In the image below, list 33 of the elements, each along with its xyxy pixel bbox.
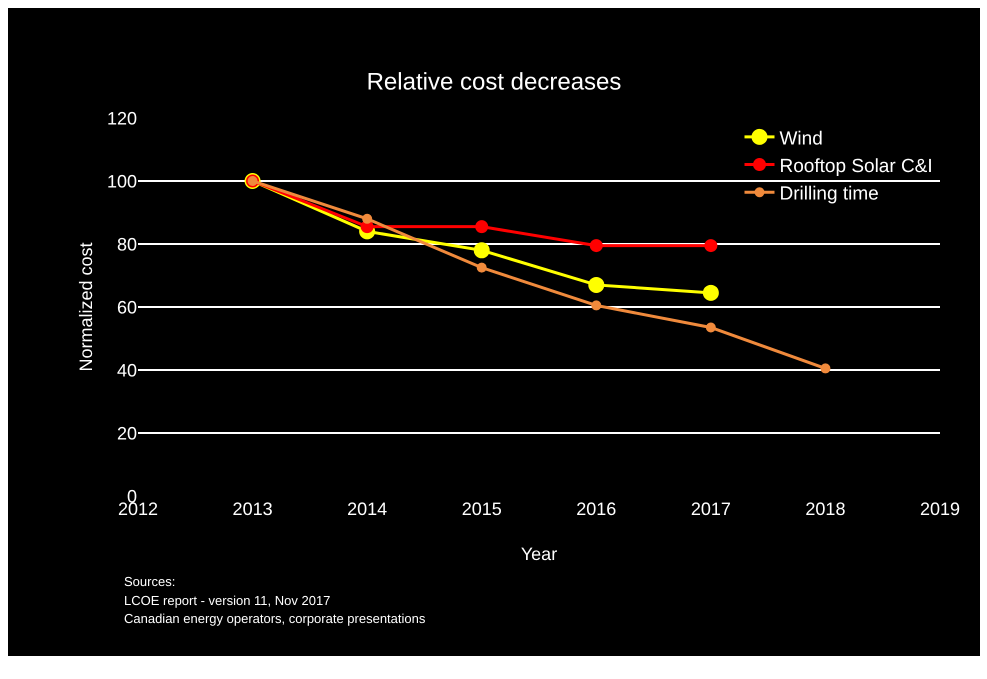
x-axis-title: Year: [520, 544, 558, 564]
legend-label: Rooftop Solar C&I: [780, 156, 933, 177]
x-tick-label: 2015: [462, 499, 502, 519]
x-tick-label: 2019: [920, 499, 960, 519]
x-tick-label: 2017: [690, 499, 731, 519]
point: [706, 322, 716, 332]
x-tick-label: 2018: [805, 499, 846, 519]
y-tick-label: 20: [116, 423, 137, 444]
point: [704, 239, 718, 252]
y-tick-label: 120: [106, 108, 137, 128]
x-tick-label: 2016: [576, 499, 616, 519]
x-tick-label: 2014: [347, 499, 388, 519]
y-tick-label: 100: [106, 171, 137, 192]
y-axis-title: Normalized cost: [76, 242, 96, 372]
y-tick-label: 60: [116, 297, 137, 318]
source-note: Sources:: [124, 574, 176, 589]
point: [820, 363, 830, 374]
x-tick-label: 2013: [232, 499, 273, 519]
legend-label: Drilling time: [780, 184, 879, 205]
point: [588, 276, 604, 293]
point: [362, 214, 372, 224]
point: [702, 284, 719, 301]
point: [475, 220, 488, 234]
point: [590, 239, 603, 252]
text: Canadian energy operators, corporate presentations: [124, 611, 426, 626]
point: [591, 300, 602, 310]
text: LCOE report - version 11, Nov 2017: [124, 593, 330, 608]
y-tick-label: 40: [116, 360, 137, 380]
legend-label: Wind: [780, 128, 823, 150]
y-tick-label: 80: [116, 234, 137, 254]
point: [476, 262, 487, 273]
chart-title: Relative cost decreases: [366, 68, 622, 96]
point: [474, 242, 490, 258]
